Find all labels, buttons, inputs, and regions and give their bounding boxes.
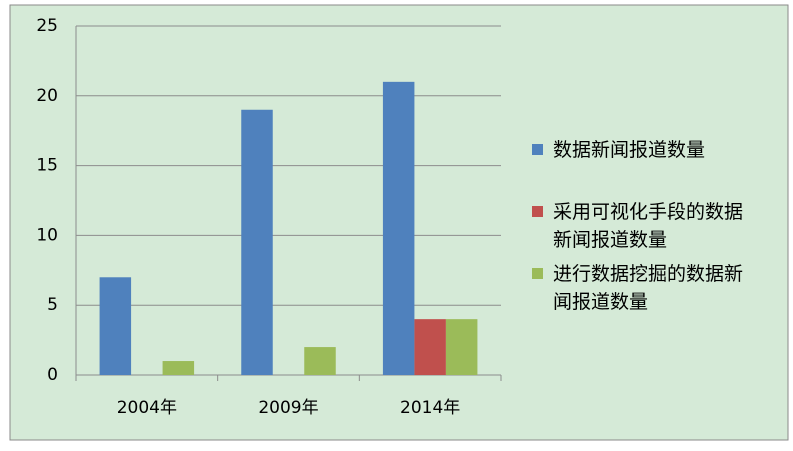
y-tick-label: 5 [47, 295, 58, 315]
legend-swatch [532, 144, 543, 155]
bar [241, 109, 273, 375]
legend-item: 采用可视化手段的数据新闻报道数量 [532, 198, 758, 254]
y-tick-label: 0 [47, 365, 58, 385]
legend-label: 进行数据挖掘的数据新闻报道数量 [553, 263, 744, 313]
bar [99, 277, 132, 375]
x-tick-label: 2009年 [258, 398, 318, 418]
y-tick-label: 20 [36, 86, 58, 106]
x-tick-label: 2004年 [117, 398, 177, 418]
legend-label: 采用可视化手段的数据新闻报道数量 [553, 201, 744, 251]
legend-label: 数据新闻报道数量 [553, 139, 706, 161]
y-tick-label: 25 [36, 16, 58, 36]
legend: 数据新闻报道数量采用可视化手段的数据新闻报道数量 进行数据挖掘的数据新闻报道数量 [532, 136, 772, 322]
bar [304, 347, 336, 375]
legend-item: 数据新闻报道数量 [532, 136, 758, 164]
legend-swatch [532, 206, 543, 217]
y-tick-label: 10 [36, 225, 58, 245]
x-tick-label: 2014年 [400, 398, 460, 418]
bar [445, 319, 478, 375]
bar [414, 319, 446, 375]
legend-swatch [532, 268, 543, 279]
legend-item: 进行数据挖掘的数据新闻报道数量 [532, 260, 758, 316]
bar [162, 361, 195, 375]
y-tick-label: 15 [36, 156, 58, 176]
bar [382, 81, 415, 375]
